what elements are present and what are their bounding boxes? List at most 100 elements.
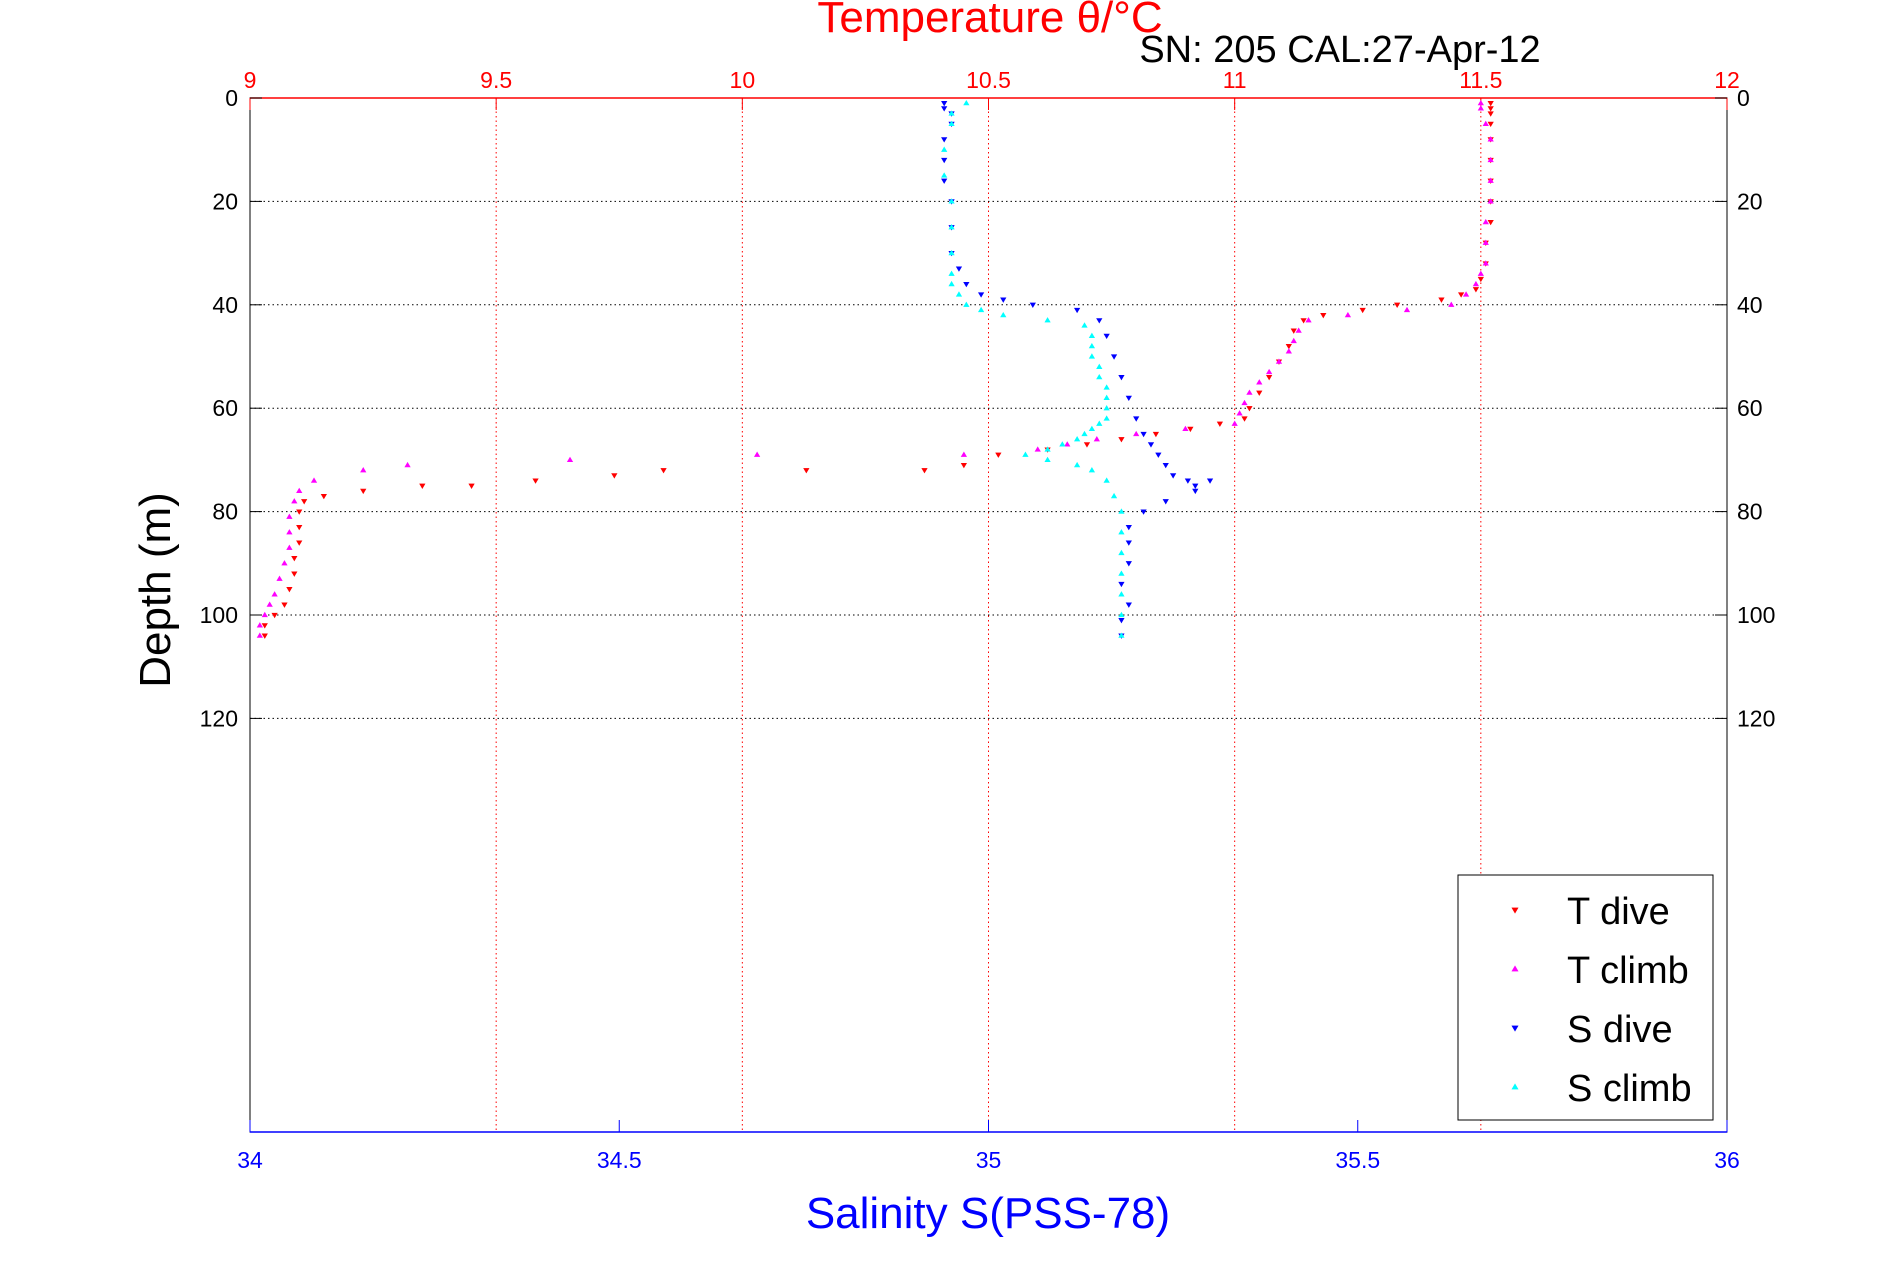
data-point (1295, 327, 1302, 333)
data-point (271, 612, 278, 619)
data-point (296, 524, 303, 531)
data-point (1034, 446, 1041, 452)
data-point (1487, 198, 1494, 204)
data-point (1073, 436, 1081, 442)
data-point (1118, 611, 1125, 618)
data-point (1487, 121, 1494, 128)
data-point (1133, 430, 1140, 437)
data-point (1081, 430, 1088, 437)
data-point (1118, 437, 1125, 443)
data-point (941, 137, 948, 143)
top-axis-tick-label: 9 (244, 67, 257, 93)
legend-marker (1511, 1083, 1519, 1090)
data-point (941, 178, 948, 184)
data-point (1147, 442, 1155, 448)
data-point (1133, 416, 1140, 422)
data-point (948, 270, 955, 276)
data-point (1125, 561, 1132, 567)
data-point (1110, 354, 1118, 360)
data-point (281, 602, 288, 608)
data-point (1482, 239, 1489, 245)
data-point (1103, 415, 1110, 421)
data-point (566, 456, 574, 463)
data-point (291, 556, 298, 562)
data-point (1125, 602, 1132, 608)
data-point (468, 483, 475, 489)
data-point (286, 529, 293, 535)
data-point (1118, 529, 1125, 535)
grid-lines (250, 98, 1727, 1132)
data-point (1236, 410, 1243, 416)
data-point (941, 172, 948, 178)
data-point (360, 488, 367, 495)
data-point (1125, 524, 1132, 531)
data-point (963, 99, 970, 106)
data-point (310, 477, 318, 483)
data-point (301, 499, 308, 505)
data-point (1487, 111, 1494, 117)
data-point (261, 633, 268, 639)
data-point (1103, 384, 1110, 390)
data-point (1482, 120, 1489, 126)
data-point (1472, 280, 1480, 287)
data-point (532, 478, 539, 484)
data-point (921, 468, 928, 474)
data-point (1118, 632, 1125, 638)
x-axis-label: Salinity S(PSS-78) (806, 1189, 1170, 1238)
data-point (1103, 333, 1110, 340)
data-point (803, 468, 810, 474)
data-point (1300, 318, 1307, 324)
legend-marker (1511, 1025, 1519, 1032)
data-point (1290, 328, 1297, 334)
data-point (1184, 478, 1192, 484)
right-axis-tick-label: 0 (1737, 85, 1750, 111)
right-axis-tick-label: 20 (1737, 188, 1763, 214)
data-point (1152, 431, 1160, 438)
bottom-axis-tick-label: 34.5 (597, 1147, 642, 1173)
data-point (1044, 456, 1051, 463)
data-point (1096, 318, 1103, 324)
data-point (1256, 390, 1263, 396)
data-point (286, 587, 293, 593)
data-point (1477, 105, 1484, 111)
top-axis-tick-label: 10 (730, 67, 756, 93)
data-point (1088, 342, 1096, 349)
data-point (404, 461, 411, 468)
data-point (941, 106, 948, 112)
top-axis-tick-label: 11 (1223, 67, 1247, 93)
top-axis-tick-label: 11.5 (1459, 67, 1502, 93)
data-point (1285, 344, 1292, 350)
data-point (948, 120, 955, 126)
data-point (1093, 436, 1100, 442)
data-point (960, 451, 968, 457)
data-point (948, 198, 955, 204)
data-point (1206, 478, 1214, 484)
data-point (1482, 218, 1489, 225)
data-point (1246, 389, 1253, 395)
data-point (1487, 106, 1494, 112)
data-point (1482, 260, 1489, 266)
top-axis-tick-label: 12 (1714, 67, 1740, 93)
data-point (1140, 431, 1147, 438)
data-point (1096, 363, 1103, 369)
left-axis-tick-label: 60 (212, 395, 238, 421)
data-point (1170, 473, 1177, 479)
data-point (1118, 570, 1125, 576)
data-point (1083, 442, 1091, 448)
data-point (296, 509, 303, 515)
data-point (995, 452, 1002, 458)
data-point (1472, 287, 1480, 293)
left-axis-tick-label: 100 (200, 602, 238, 628)
data-point (1246, 406, 1253, 412)
data-point (1118, 549, 1125, 556)
legend-label: S dive (1567, 1009, 1673, 1051)
data-point (753, 451, 761, 457)
data-point (948, 249, 955, 256)
data-point (1187, 426, 1194, 433)
series-t-dive (261, 101, 1494, 639)
data-point (291, 498, 298, 504)
data-point (1320, 313, 1327, 319)
data-point (286, 513, 293, 519)
data-point (1403, 306, 1411, 313)
